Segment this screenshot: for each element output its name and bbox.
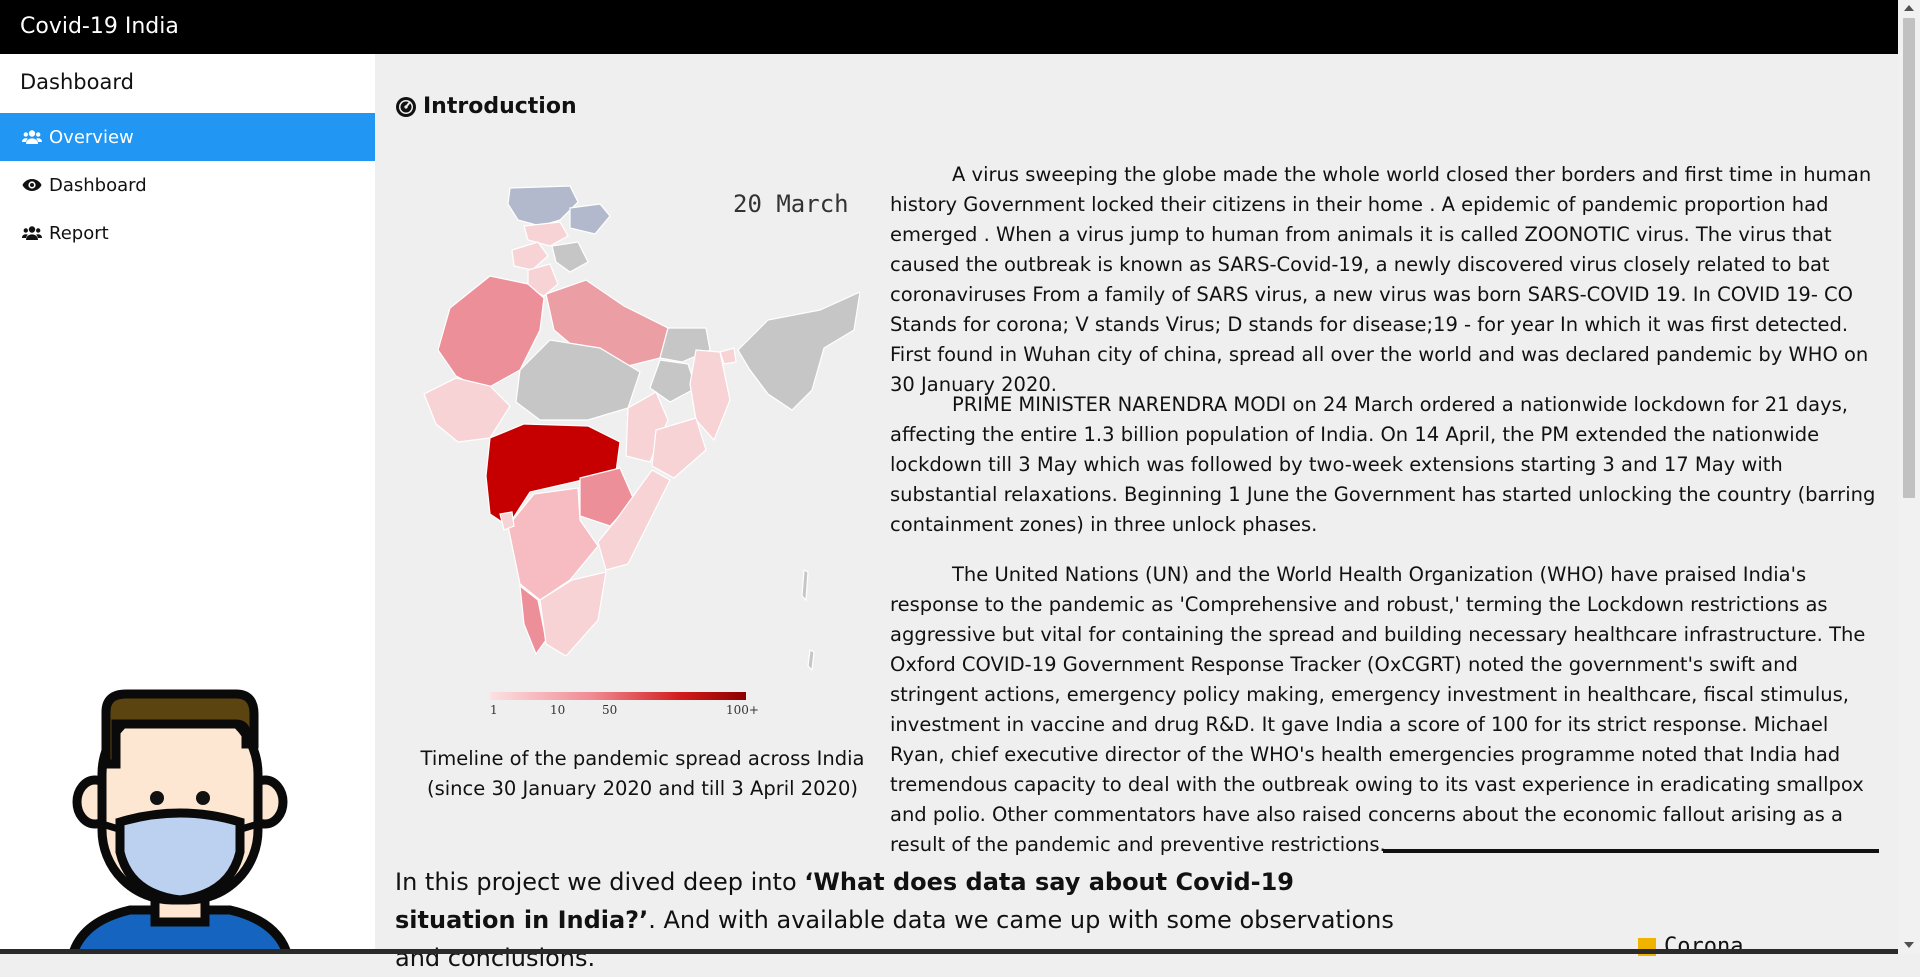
map-region-kerala	[519, 584, 547, 656]
section-title: Introduction	[423, 94, 577, 119]
divider	[1383, 849, 1879, 853]
intro-paragraph: The United Nations (UN) and the World He…	[890, 563, 1866, 856]
map-region-punjab	[511, 241, 549, 271]
intro-paragraph: PRIME MINISTER NARENDRA MODI on 24 March…	[890, 393, 1876, 536]
eye-icon	[22, 179, 42, 191]
map-region-sikkim	[719, 347, 737, 365]
legend-tick: 10	[550, 703, 566, 717]
brand-title[interactable]: Covid-19 India	[20, 14, 179, 39]
main-content: Introduction	[375, 54, 1898, 949]
map-legend-bar	[490, 692, 746, 700]
scroll-down-arrow[interactable]	[1904, 942, 1914, 948]
map-region-odisha	[651, 417, 707, 479]
legend-tick: 100+	[726, 703, 759, 717]
intro-paragraph: A virus sweeping the globe made the whol…	[890, 163, 1872, 396]
chart-legend-item: Corona	[1638, 934, 1743, 959]
vertical-scrollbar[interactable]	[1898, 0, 1920, 954]
legend-tick: 1	[490, 703, 498, 717]
map-region-ap	[597, 469, 671, 571]
map-region-tn	[539, 571, 607, 657]
map-region-hp	[523, 221, 569, 247]
map-caption: Timeline of the pandemic spread across I…	[400, 744, 885, 804]
sidebar: Dashboard Overview Dashboard Report	[0, 54, 375, 949]
map-region-andaman	[801, 569, 809, 602]
map-region-goa	[499, 511, 515, 531]
dashboard-icon	[396, 96, 416, 117]
map-region-nicobar	[807, 649, 815, 672]
map-region-karnataka	[507, 487, 599, 601]
horizontal-scrollbar[interactable]	[0, 949, 1898, 954]
map-region-ladakh	[569, 203, 611, 235]
sidebar-item-label: Dashboard	[49, 174, 147, 196]
sidebar-item-overview[interactable]: Overview	[0, 113, 375, 161]
project-summary: In this project we dived deep into ‘What…	[395, 863, 1395, 977]
users-icon	[22, 226, 42, 240]
map-region-jharkhand	[649, 359, 697, 403]
project-text: In this project we dived deep into	[395, 868, 805, 896]
map-date-label: 20 March	[733, 190, 849, 218]
map-region-uk	[551, 241, 589, 273]
legend-tick: 50	[602, 703, 618, 717]
sidebar-item-report[interactable]: Report	[0, 209, 375, 257]
map-region-gujarat	[423, 377, 511, 443]
sidebar-item-dashboard[interactable]: Dashboard	[0, 161, 375, 209]
legend-label: Corona	[1664, 934, 1744, 959]
caption-line: Timeline of the pandemic spread across I…	[420, 747, 865, 770]
map-region-rajasthan	[437, 275, 545, 391]
map-legend-ticks: 1 10 50 100+	[488, 703, 768, 719]
top-navbar: Covid-19 India	[0, 0, 1898, 54]
map-region-maharashtra	[485, 423, 621, 527]
sidebar-item-label: Report	[49, 222, 109, 244]
india-map	[423, 185, 860, 700]
scroll-up-arrow[interactable]	[1904, 5, 1914, 11]
map-region-northeast	[737, 291, 860, 411]
masked-person-illustration	[69, 689, 291, 949]
sidebar-item-label: Overview	[49, 126, 134, 148]
sidebar-title: Dashboard	[20, 70, 134, 94]
caption-line: (since 30 January 2020 and till 3 April …	[426, 777, 858, 800]
scrollbar-thumb[interactable]	[1903, 18, 1915, 498]
section-heading: Introduction	[395, 94, 577, 119]
users-icon	[22, 130, 42, 144]
project-question: ‘What does data say about Covid-19 situa…	[395, 868, 1294, 934]
map-region-jk	[507, 185, 579, 227]
